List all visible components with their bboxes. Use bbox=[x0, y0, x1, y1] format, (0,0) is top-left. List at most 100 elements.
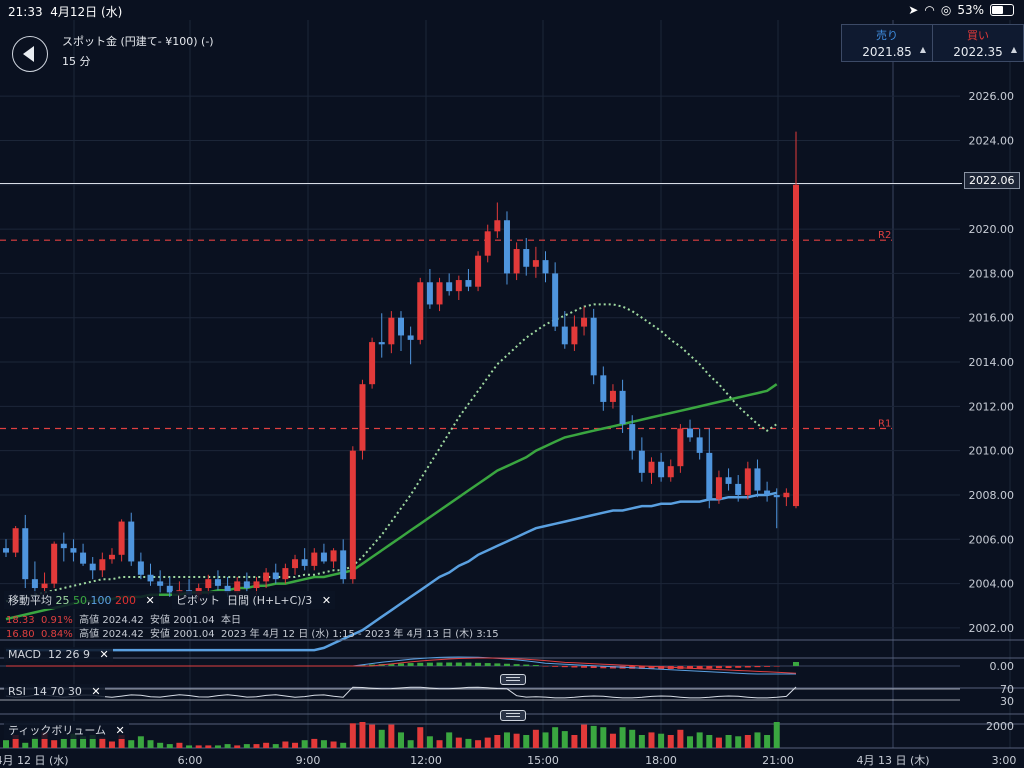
volume-bar bbox=[349, 723, 356, 748]
volume-bar bbox=[426, 736, 433, 748]
x-tick-label: 4月 12 日 (水) bbox=[0, 754, 69, 767]
macd-histogram-bar bbox=[446, 662, 453, 666]
ma100-label: 100 bbox=[90, 594, 112, 607]
candle-body bbox=[147, 574, 154, 582]
macd-histogram-bar bbox=[725, 666, 732, 669]
candle-body bbox=[494, 220, 501, 232]
chart-canvas[interactable]: 2026.002024.002022.002020.002018.002016.… bbox=[0, 20, 1024, 768]
candle-body bbox=[99, 559, 106, 571]
candle-body bbox=[398, 317, 404, 336]
macd-histogram-bar bbox=[484, 663, 491, 666]
candle-body bbox=[349, 450, 356, 580]
candle-body bbox=[80, 552, 87, 564]
info2-range: 2023 年 4月 12 日 (水) 1:15 - 2023 年 4月 13 日… bbox=[220, 629, 499, 640]
ma-legend[interactable]: 移動平均 25 50,100 200 ✕ bbox=[4, 591, 159, 609]
x-tick-label: 15:00 bbox=[527, 754, 559, 767]
instrument-title: スポット金 (円建て- ¥100) (-) bbox=[62, 35, 214, 48]
candle-body bbox=[725, 477, 732, 484]
candle-body bbox=[638, 450, 645, 473]
rsi-lower: 30 bbox=[67, 685, 82, 698]
volume-bar bbox=[137, 736, 144, 748]
macd-histogram-bar bbox=[561, 666, 568, 668]
close-pivot-icon[interactable]: ✕ bbox=[321, 594, 332, 607]
macd-histogram-bar bbox=[369, 664, 376, 666]
candle-body bbox=[677, 428, 684, 467]
macd-histogram-bar bbox=[600, 666, 607, 669]
macd-histogram-bar bbox=[465, 662, 472, 666]
macd-histogram-bar bbox=[532, 665, 539, 666]
x-tick-label: 3:00 bbox=[992, 754, 1017, 767]
volume-bar bbox=[70, 733, 77, 748]
volume-bar bbox=[417, 727, 424, 748]
volume-bar bbox=[465, 738, 472, 748]
candle-body bbox=[282, 568, 289, 580]
volume-bar bbox=[590, 725, 597, 748]
ma25-line bbox=[5, 303, 778, 603]
volume-bar bbox=[272, 744, 279, 748]
candle-body bbox=[89, 563, 96, 571]
volume-bar bbox=[282, 741, 289, 748]
macd-histogram-bar bbox=[609, 666, 616, 669]
macd-legend[interactable]: MACD 12 26 9 ✕ bbox=[4, 647, 113, 662]
info1-hi: 2024.42 bbox=[102, 615, 144, 626]
volume-bar bbox=[359, 722, 366, 748]
volume-bar bbox=[166, 744, 173, 748]
close-rsi-icon[interactable]: ✕ bbox=[91, 685, 101, 698]
sell-quote-button[interactable]: 売り 2021.85 ▲ bbox=[841, 24, 933, 62]
candle-body bbox=[22, 528, 29, 580]
candle-body bbox=[783, 492, 790, 498]
volume-bar bbox=[12, 735, 19, 748]
volume-bar bbox=[301, 740, 308, 748]
candle-body bbox=[330, 550, 337, 562]
volume-bar bbox=[51, 740, 58, 748]
candle-body bbox=[320, 552, 327, 562]
candle-body bbox=[484, 231, 491, 256]
volume-bar bbox=[667, 735, 674, 748]
candle-body bbox=[590, 317, 597, 376]
close-tick-icon[interactable]: ✕ bbox=[115, 724, 125, 737]
info2-lo-label: 安値 bbox=[150, 629, 171, 640]
battery-icon bbox=[990, 4, 1014, 16]
volume-bar bbox=[455, 737, 462, 748]
y-tick-label: 2020.00 bbox=[969, 223, 1015, 236]
info1-change: 18.33 bbox=[6, 615, 35, 626]
volume-bar bbox=[311, 738, 318, 748]
volume-bar bbox=[696, 732, 703, 748]
candle-body bbox=[706, 452, 713, 500]
volume-bar bbox=[108, 741, 115, 748]
pivot-legend[interactable]: ピボット 日間 (H+L+C)/3 ✕ bbox=[172, 591, 336, 609]
macd-histogram-bar bbox=[735, 666, 742, 668]
macd-histogram-bar bbox=[417, 662, 424, 666]
volume-bar bbox=[706, 735, 713, 748]
volume-bar bbox=[542, 732, 549, 748]
volume-bar bbox=[754, 732, 761, 748]
volume-bar bbox=[195, 745, 202, 748]
macd-histogram-bar bbox=[398, 663, 404, 666]
back-button[interactable] bbox=[12, 36, 48, 72]
info-line-2: 16.80 0.84% 高値 2024.42 安値 2001.04 2023 年… bbox=[6, 625, 499, 640]
macd-histogram-bar bbox=[687, 666, 694, 669]
tick-volume-legend[interactable]: ティックボリューム ✕ bbox=[4, 721, 129, 739]
buy-triangle-icon: ▲ bbox=[1010, 45, 1017, 54]
close-ma-icon[interactable]: ✕ bbox=[145, 594, 155, 607]
buy-quote-button[interactable]: 買い 2022.35 ▲ bbox=[932, 24, 1024, 62]
volume-bar bbox=[658, 733, 665, 748]
candle-body bbox=[465, 280, 472, 287]
candle-body bbox=[272, 572, 279, 580]
y-tick-label: 2014.00 bbox=[969, 356, 1015, 369]
x-tick-label: 9:00 bbox=[296, 754, 321, 767]
macd-histogram-bar bbox=[494, 663, 501, 666]
rsi-legend[interactable]: RSI 14 70 30 ✕ bbox=[4, 684, 105, 699]
ma-legend-name: 移動平均 bbox=[8, 594, 52, 607]
back-arrow-icon bbox=[23, 46, 34, 62]
macd-signal: 9 bbox=[82, 648, 90, 661]
y-tick-label: 2008.00 bbox=[969, 489, 1015, 502]
macd-resize-handle[interactable] bbox=[500, 674, 526, 685]
close-macd-icon[interactable]: ✕ bbox=[99, 648, 109, 661]
candle-body bbox=[166, 585, 173, 593]
macd-histogram-bar bbox=[523, 664, 530, 666]
timeframe-label[interactable]: 15 分 bbox=[62, 55, 91, 68]
volume-bar bbox=[687, 736, 694, 748]
y-tick-label: 2016.00 bbox=[969, 312, 1015, 325]
rsi-resize-handle[interactable] bbox=[500, 710, 526, 721]
